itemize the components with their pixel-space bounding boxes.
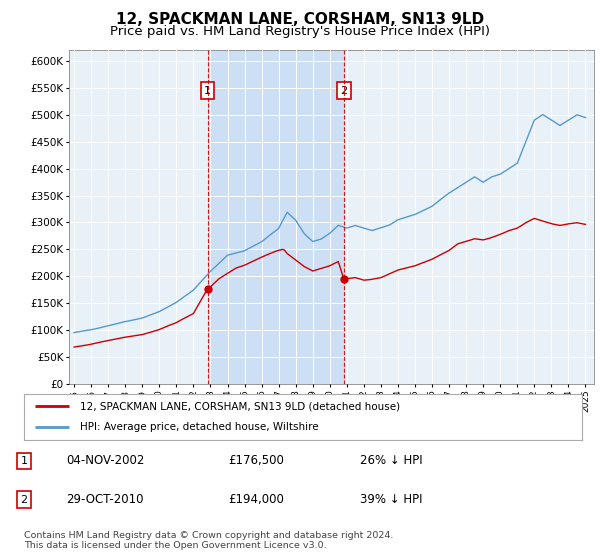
Text: 39% ↓ HPI: 39% ↓ HPI (360, 493, 422, 506)
Text: £176,500: £176,500 (228, 454, 284, 468)
Text: 12, SPACKMAN LANE, CORSHAM, SN13 9LD: 12, SPACKMAN LANE, CORSHAM, SN13 9LD (116, 12, 484, 27)
Text: 1: 1 (20, 456, 28, 466)
Text: 1: 1 (204, 86, 211, 96)
Text: £194,000: £194,000 (228, 493, 284, 506)
Text: 29-OCT-2010: 29-OCT-2010 (66, 493, 143, 506)
Text: 04-NOV-2002: 04-NOV-2002 (66, 454, 145, 468)
Text: 2: 2 (340, 86, 347, 96)
Text: Contains HM Land Registry data © Crown copyright and database right 2024.
This d: Contains HM Land Registry data © Crown c… (24, 531, 394, 550)
Text: HPI: Average price, detached house, Wiltshire: HPI: Average price, detached house, Wilt… (80, 422, 319, 432)
Text: 12, SPACKMAN LANE, CORSHAM, SN13 9LD (detached house): 12, SPACKMAN LANE, CORSHAM, SN13 9LD (de… (80, 401, 400, 411)
Text: 2: 2 (20, 494, 28, 505)
Bar (208, 50, 344, 384)
Text: Price paid vs. HM Land Registry's House Price Index (HPI): Price paid vs. HM Land Registry's House … (110, 25, 490, 38)
Text: 26% ↓ HPI: 26% ↓ HPI (360, 454, 422, 468)
